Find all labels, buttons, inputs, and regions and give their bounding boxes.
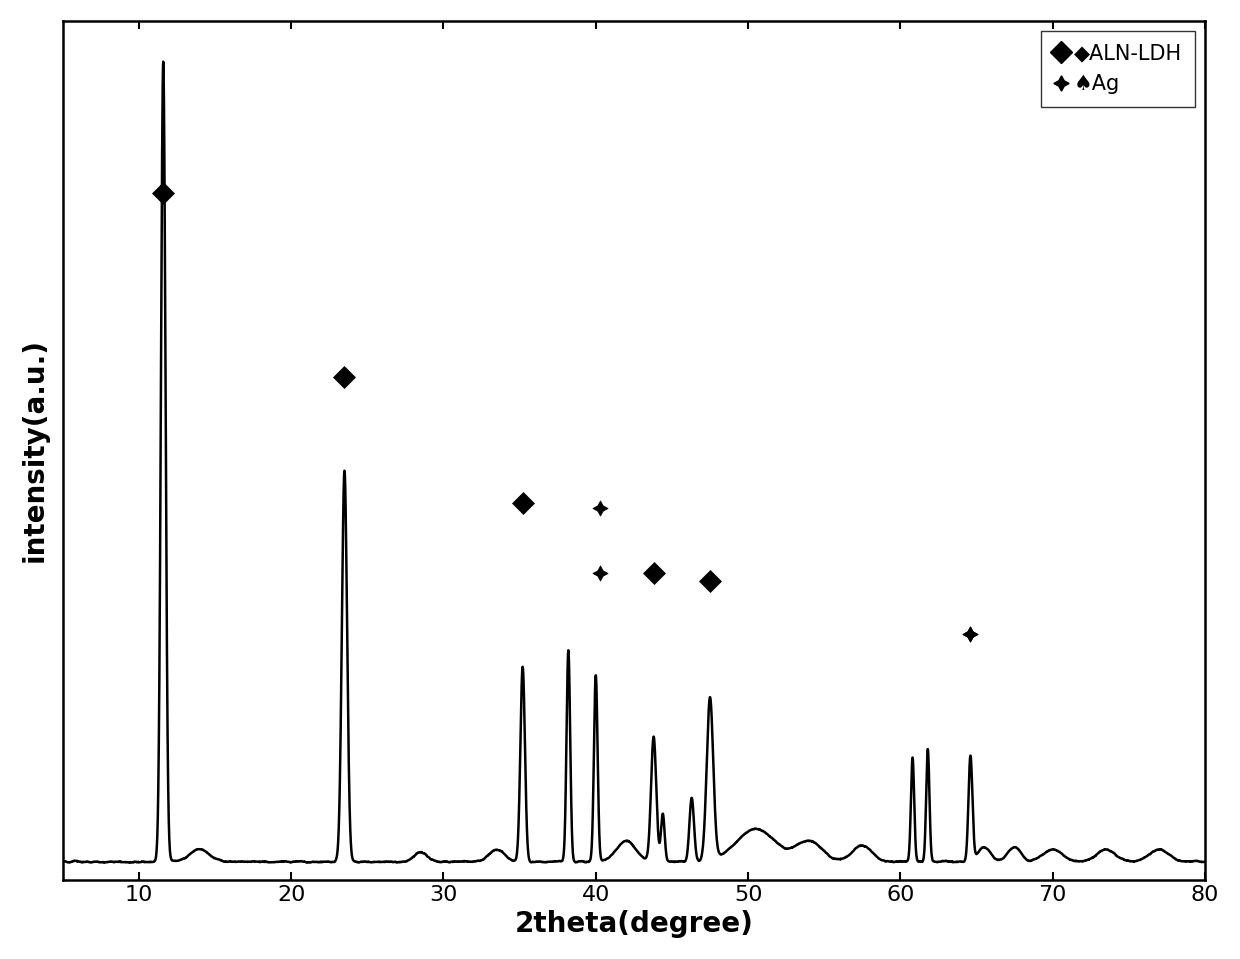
X-axis label: 2theta(degree): 2theta(degree): [515, 910, 753, 938]
Legend: ◆ALN-LDH, ♠Ag: ◆ALN-LDH, ♠Ag: [1040, 32, 1194, 106]
Y-axis label: intensity(a.u.): intensity(a.u.): [21, 339, 48, 562]
